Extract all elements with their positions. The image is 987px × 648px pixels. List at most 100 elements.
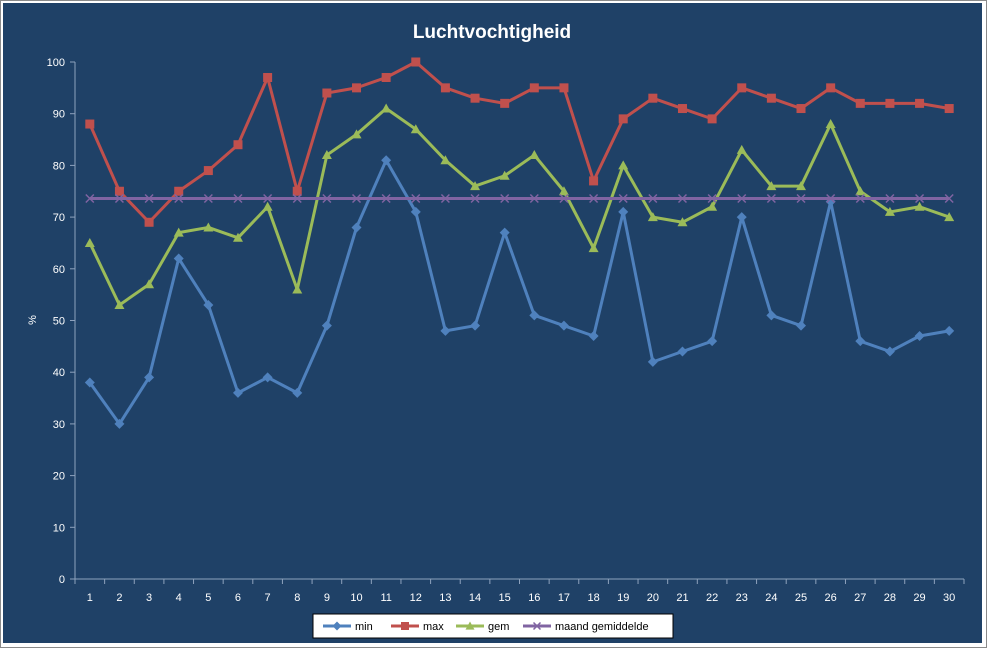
data-point	[381, 155, 392, 166]
data-point	[736, 212, 747, 223]
data-point	[589, 176, 599, 186]
data-point	[411, 193, 421, 204]
x-tick-label: 21	[676, 592, 688, 604]
data-point	[114, 299, 125, 309]
x-tick-label: 10	[350, 592, 362, 604]
data-point	[381, 103, 392, 113]
legend-marker	[332, 621, 342, 631]
data-point	[647, 356, 658, 367]
x-tick-label: 26	[825, 592, 837, 604]
data-point	[84, 377, 95, 388]
x-tick-label: 27	[854, 592, 866, 604]
x-tick-label: 6	[235, 592, 241, 604]
data-point	[232, 232, 243, 242]
series-line	[88, 107, 950, 307]
legend-label: max	[423, 621, 444, 633]
x-tick-label: 19	[617, 592, 629, 604]
data-point	[855, 193, 865, 204]
y-tick-label: 70	[53, 212, 65, 224]
legend-marker	[465, 621, 475, 630]
x-tick-label: 2	[116, 592, 122, 604]
data-point	[944, 193, 954, 204]
data-point	[174, 186, 184, 196]
data-point	[589, 193, 599, 204]
data-point	[292, 284, 303, 294]
data-point	[114, 418, 125, 429]
data-point	[826, 83, 836, 93]
x-tick-label: 29	[913, 592, 925, 604]
legend-marker	[401, 622, 409, 630]
data-point	[737, 193, 747, 204]
x-tick-label: 4	[176, 592, 182, 604]
x-tick-label: 13	[439, 592, 451, 604]
data-point	[529, 310, 540, 321]
data-point	[85, 193, 95, 204]
data-point	[470, 181, 481, 191]
y-tick-label: 30	[53, 419, 65, 431]
data-point	[707, 201, 718, 211]
data-point	[322, 193, 332, 204]
x-tick-label: 18	[587, 592, 599, 604]
data-point	[144, 217, 154, 227]
data-point	[855, 98, 865, 108]
legend-box	[312, 613, 674, 639]
data-point	[796, 193, 806, 204]
data-point	[944, 325, 955, 336]
series-line	[88, 60, 950, 224]
x-tick-label: 24	[765, 592, 777, 604]
legend-item: min	[323, 621, 373, 633]
data-point	[677, 217, 688, 227]
chart-background	[3, 3, 982, 643]
data-point	[618, 114, 628, 124]
x-tick-label: 3	[146, 592, 152, 604]
data-point	[233, 140, 243, 150]
data-point	[855, 186, 866, 196]
data-point	[262, 201, 273, 211]
x-tick-label: 15	[499, 592, 511, 604]
data-point	[232, 387, 243, 398]
data-point	[144, 279, 155, 289]
data-point	[826, 193, 836, 204]
data-point	[263, 73, 273, 83]
data-point	[440, 155, 451, 165]
x-tick-label: 12	[410, 592, 422, 604]
y-axis-label: %	[27, 315, 39, 325]
x-tick-label: 8	[294, 592, 300, 604]
data-point	[736, 144, 747, 154]
data-point	[558, 186, 569, 196]
data-point	[203, 222, 214, 232]
x-tick-label: 23	[736, 592, 748, 604]
data-point	[85, 119, 95, 129]
x-tick-label: 11	[380, 592, 391, 604]
data-point	[351, 193, 362, 204]
legend-marker	[532, 621, 542, 631]
data-point	[529, 193, 539, 204]
y-tick-label: 50	[53, 316, 65, 328]
data-point	[588, 243, 599, 253]
data-point	[885, 98, 895, 108]
data-point	[351, 222, 362, 233]
data-point	[470, 193, 480, 204]
data-point	[559, 83, 569, 93]
data-point	[529, 150, 540, 160]
x-tick-label: 20	[647, 592, 659, 604]
data-point	[855, 336, 866, 347]
data-point	[381, 193, 391, 204]
series-line	[88, 158, 950, 426]
data-point	[411, 57, 421, 67]
y-tick-label: 90	[53, 109, 65, 121]
data-point	[440, 83, 450, 93]
data-point	[499, 170, 510, 180]
data-point	[677, 346, 688, 357]
x-tick-label: 28	[884, 592, 896, 604]
x-tick-label: 14	[469, 592, 481, 604]
data-point	[766, 310, 777, 321]
data-point	[707, 336, 718, 347]
data-point	[321, 150, 332, 160]
data-point	[618, 160, 629, 170]
legend-item: maand gemiddelde	[523, 621, 649, 633]
data-point	[114, 186, 124, 196]
data-point	[796, 320, 807, 331]
y-tick-label: 10	[53, 522, 65, 534]
